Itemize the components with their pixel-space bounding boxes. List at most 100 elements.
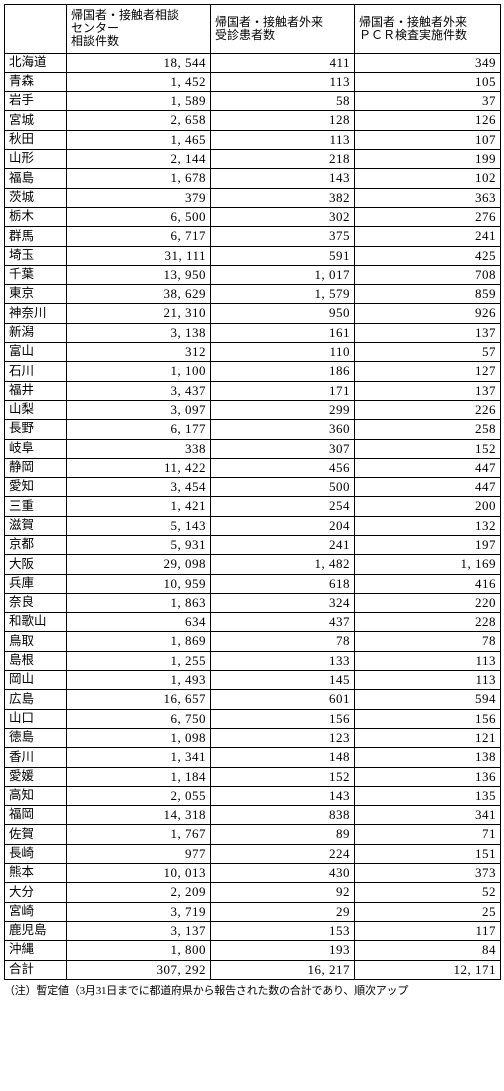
table-row: 千葉13, 9501, 017708	[5, 265, 501, 284]
header-blank	[5, 5, 67, 54]
header-row: 帰国者・接触者相談センター相談件数 帰国者・接触者外来受診患者数 帰国者・接触者…	[5, 5, 501, 54]
prefecture-cell: 香川	[5, 748, 67, 767]
prefecture-cell: 大分	[5, 883, 67, 902]
table-row: 鳥取1, 8697878	[5, 632, 501, 651]
prefecture-cell: 兵庫	[5, 574, 67, 593]
value-cell: 29	[211, 902, 355, 921]
value-cell: 373	[355, 864, 501, 883]
value-cell: 926	[355, 304, 501, 323]
prefecture-cell: 静岡	[5, 458, 67, 477]
prefecture-cell: 埼玉	[5, 246, 67, 265]
value-cell: 5, 143	[67, 516, 211, 535]
table-row: 大分2, 2099252	[5, 883, 501, 902]
value-cell: 591	[211, 246, 355, 265]
value-cell: 324	[211, 593, 355, 612]
prefecture-cell: 福井	[5, 381, 67, 400]
prefecture-cell: 秋田	[5, 130, 67, 149]
value-cell: 200	[355, 497, 501, 516]
value-cell: 102	[355, 169, 501, 188]
value-cell: 226	[355, 400, 501, 419]
value-cell: 1, 767	[67, 825, 211, 844]
value-cell: 254	[211, 497, 355, 516]
value-cell: 57	[355, 343, 501, 362]
value-cell: 241	[211, 535, 355, 554]
value-cell: 1, 017	[211, 265, 355, 284]
value-cell: 447	[355, 478, 501, 497]
value-cell: 1, 465	[67, 130, 211, 149]
table-row: 熊本10, 013430373	[5, 864, 501, 883]
prefecture-cell: 鳥取	[5, 632, 67, 651]
value-cell: 16, 657	[67, 690, 211, 709]
table-row: 宮崎3, 7192925	[5, 902, 501, 921]
table-row: 福岡14, 318838341	[5, 806, 501, 825]
prefecture-cell: 東京	[5, 285, 67, 304]
value-cell: 113	[355, 651, 501, 670]
prefecture-cell: 山梨	[5, 400, 67, 419]
prefecture-cell: 福島	[5, 169, 67, 188]
value-cell: 171	[211, 381, 355, 400]
value-cell: 113	[355, 671, 501, 690]
table-row: 香川1, 341148138	[5, 748, 501, 767]
value-cell: 25	[355, 902, 501, 921]
prefecture-cell: 群馬	[5, 227, 67, 246]
prefecture-cell: 三重	[5, 497, 67, 516]
table-row: 新潟3, 138161137	[5, 323, 501, 342]
value-cell: 1, 863	[67, 593, 211, 612]
table-row: 大阪29, 0981, 4821, 169	[5, 555, 501, 574]
value-cell: 1, 800	[67, 941, 211, 960]
prefecture-cell: 徳島	[5, 728, 67, 747]
prefecture-cell: 青森	[5, 72, 67, 91]
table-row: 福井3, 437171137	[5, 381, 501, 400]
table-row: 滋賀5, 143204132	[5, 516, 501, 535]
value-cell: 58	[211, 92, 355, 111]
value-cell: 1, 421	[67, 497, 211, 516]
table-row: 山形2, 144218199	[5, 150, 501, 169]
value-cell: 128	[211, 111, 355, 130]
table-row: 京都5, 931241197	[5, 535, 501, 554]
value-cell: 416	[355, 574, 501, 593]
table-row: 岩手1, 5895837	[5, 92, 501, 111]
prefecture-cell: 広島	[5, 690, 67, 709]
value-cell: 1, 184	[67, 767, 211, 786]
value-cell: 349	[355, 53, 501, 72]
value-cell: 1, 589	[67, 92, 211, 111]
value-cell: 143	[211, 169, 355, 188]
value-cell: 2, 144	[67, 150, 211, 169]
value-cell: 136	[355, 767, 501, 786]
value-cell: 126	[355, 111, 501, 130]
value-cell: 341	[355, 806, 501, 825]
value-cell: 92	[211, 883, 355, 902]
value-cell: 3, 097	[67, 400, 211, 419]
table-row: 神奈川21, 310950926	[5, 304, 501, 323]
table-row: 三重1, 421254200	[5, 497, 501, 516]
value-cell: 13, 950	[67, 265, 211, 284]
value-cell: 107	[355, 130, 501, 149]
value-cell: 186	[211, 362, 355, 381]
table-row: 秋田1, 465113107	[5, 130, 501, 149]
value-cell: 241	[355, 227, 501, 246]
prefecture-cell: 神奈川	[5, 304, 67, 323]
prefecture-cell: 山口	[5, 709, 67, 728]
value-cell: 5, 931	[67, 535, 211, 554]
prefecture-cell: 高知	[5, 786, 67, 805]
table-row: 岐阜338307152	[5, 439, 501, 458]
value-cell: 1, 452	[67, 72, 211, 91]
table-row: 合計307, 29216, 21712, 171	[5, 960, 501, 979]
prefecture-cell: 岐阜	[5, 439, 67, 458]
prefecture-cell: 奈良	[5, 593, 67, 612]
value-cell: 379	[67, 188, 211, 207]
table-row: 愛媛1, 184152136	[5, 767, 501, 786]
value-cell: 258	[355, 420, 501, 439]
value-cell: 3, 138	[67, 323, 211, 342]
value-cell: 197	[355, 535, 501, 554]
value-cell: 84	[355, 941, 501, 960]
value-cell: 950	[211, 304, 355, 323]
prefecture-cell: 長野	[5, 420, 67, 439]
value-cell: 1, 169	[355, 555, 501, 574]
value-cell: 360	[211, 420, 355, 439]
value-cell: 143	[211, 786, 355, 805]
value-cell: 1, 579	[211, 285, 355, 304]
value-cell: 145	[211, 671, 355, 690]
value-cell: 10, 959	[67, 574, 211, 593]
table-row: 北海道18, 544411349	[5, 53, 501, 72]
